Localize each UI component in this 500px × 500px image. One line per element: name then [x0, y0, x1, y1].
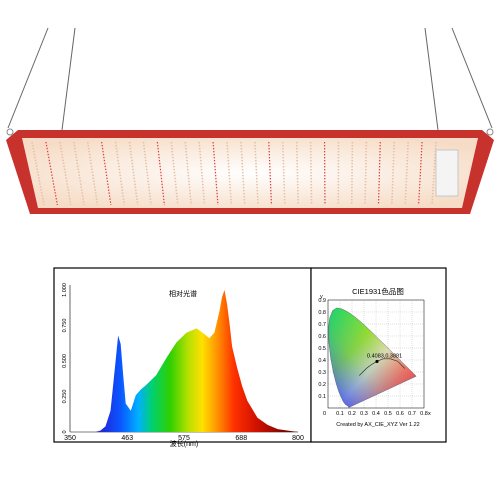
- spectrum-x-tick-label: 688: [235, 435, 247, 442]
- cie-chart: CIE1931色品图 0.4083,0.3881 0.1 0.2 0.3 0.4 0.5…: [310, 267, 447, 443]
- cie-x-tick-label: 0.7: [408, 411, 416, 417]
- suspension-cable-right: [451, 27, 493, 129]
- cie-y-tick-label: 0.3: [318, 370, 326, 376]
- spectrum-x-ticks: 350 463 575 688 800: [64, 435, 304, 442]
- cie-origin-label: 0: [323, 411, 326, 417]
- spectrum-x-tick-label: 800: [292, 435, 304, 442]
- cie-y-tick-label: 0.1: [318, 394, 326, 400]
- cie-x-tick-label: 0.5: [384, 411, 392, 417]
- spectrum-y-tick-label: 0.500: [62, 354, 68, 368]
- cie-x-tick-label: 0.6: [396, 411, 404, 417]
- cie-x-tick-label: 0.8: [420, 411, 428, 417]
- cie-chromaticity-point: [375, 359, 379, 364]
- cie-x-ticks: 0.1 0.2 0.3 0.4 0.5 0.6 0.7 0.8: [336, 411, 428, 417]
- cie-x-tick-label: 0.3: [360, 411, 368, 417]
- driver-box: [435, 149, 459, 197]
- spectrum-chart: 相对光谱 350 463 575 688 800 0 0.250 0.500 0.750 1.0…: [53, 267, 312, 448]
- cie-y-tick-label: 0.5: [318, 346, 326, 352]
- cie-blue-tint: [328, 307, 417, 408]
- suspension-cable-right-inner: [424, 27, 439, 131]
- cie-y-axis-label: y: [320, 294, 323, 300]
- hook-left: [6, 128, 14, 136]
- spectrum-title: 相对光谱: [169, 289, 197, 298]
- spectrum-y-ticks: 0 0.250 0.500 0.750 1.000: [62, 283, 68, 433]
- cie-y-tick-label: 0.4: [318, 358, 326, 364]
- spectrum-y-tick-label: 0.250: [62, 390, 68, 404]
- cie-y-ticks: 0.1 0.2 0.3 0.4 0.5 0.6 0.7 0.8 0.9: [318, 298, 326, 400]
- suspension-cable-left-inner: [61, 27, 76, 131]
- spectrum-area: [70, 290, 298, 432]
- spectrum-y-tick-label: 1.000: [62, 283, 68, 297]
- cie-y-tick-label: 0.9: [318, 298, 326, 304]
- spectrum-y-tick-label: 0.750: [62, 319, 68, 333]
- cie-y-tick-label: 0.6: [318, 334, 326, 340]
- spectrum-x-label: 波长(nm): [170, 439, 198, 448]
- spectrum-x-tick-label: 350: [64, 435, 76, 442]
- spectrum-x-tick-label: 463: [121, 435, 133, 442]
- hook-right: [486, 128, 494, 136]
- cie-title: CIE1931色品图: [352, 286, 404, 296]
- spectrum-x-tick-label: 575: [178, 435, 190, 442]
- cie-footer: Created by AX_CIE_XYZ Ver 1.22: [336, 422, 419, 428]
- cie-y-tick-label: 0.7: [318, 322, 326, 328]
- spectrum-y-tick-label: 0: [62, 430, 68, 433]
- led-grow-light-panel: [6, 27, 494, 214]
- cie-x-tick-label: 0.1: [336, 411, 344, 417]
- cie-plot-border: [327, 299, 425, 409]
- suspension-cable-left: [7, 27, 49, 129]
- cie-x-tick-label: 0.4: [372, 411, 380, 417]
- led-board: [22, 138, 478, 208]
- cie-y-tick-label: 0.2: [318, 382, 326, 388]
- cie-y-tick-label: 0.8: [318, 310, 326, 316]
- cie-point-label: 0.4083,0.3881: [367, 353, 402, 359]
- cie-x-axis-label: x: [428, 411, 431, 417]
- cie-x-tick-label: 0.2: [348, 411, 356, 417]
